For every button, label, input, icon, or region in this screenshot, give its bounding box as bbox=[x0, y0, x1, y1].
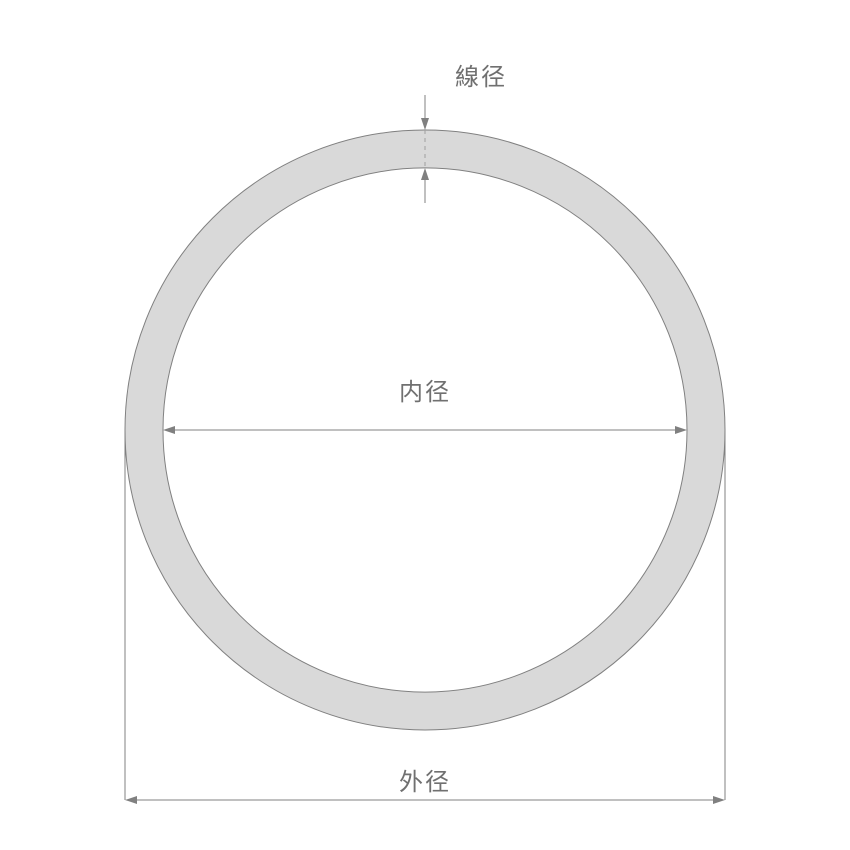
ring-dimension-diagram: 線径内径外径 bbox=[0, 0, 850, 850]
inner-diameter-label: 内径 bbox=[399, 379, 451, 406]
wire-diameter-label: 線径 bbox=[455, 64, 507, 91]
outer-diameter-label: 外径 bbox=[399, 769, 451, 796]
